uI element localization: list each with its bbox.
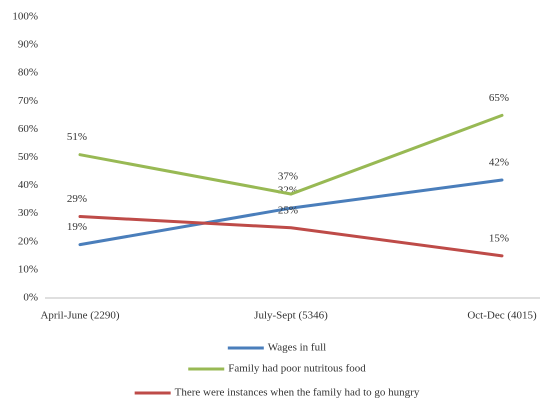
data-label: 51% <box>67 131 87 143</box>
y-tick-label: 20% <box>18 235 38 247</box>
data-label: 65% <box>489 92 509 104</box>
x-tick-label: Oct-Dec (4015) <box>467 310 537 322</box>
legend-label: There were instances when the family had… <box>175 387 420 399</box>
y-tick-label: 70% <box>18 95 38 107</box>
series-line <box>78 215 504 258</box>
y-tick-label: 80% <box>18 67 38 79</box>
data-label: 19% <box>67 221 87 233</box>
series-line <box>78 178 504 247</box>
y-tick-label: 30% <box>18 207 38 219</box>
y-tick-label: 10% <box>18 263 38 275</box>
series-line <box>78 113 504 196</box>
legend-label: Wages in full <box>268 342 326 354</box>
y-tick-label: 0% <box>23 292 38 304</box>
data-label: 15% <box>489 232 509 244</box>
legend-label: Family had poor nutritous food <box>228 363 366 375</box>
x-tick-label: July-Sept (5346) <box>254 310 328 322</box>
y-tick-label: 100% <box>12 11 38 23</box>
data-label: 29% <box>67 193 87 205</box>
y-tick-label: 90% <box>18 39 38 51</box>
y-tick-label: 60% <box>18 123 38 135</box>
data-label: 25% <box>278 204 298 216</box>
y-tick-label: 40% <box>18 179 38 191</box>
data-label: 37% <box>278 171 298 183</box>
data-label: 42% <box>489 157 509 169</box>
y-tick-label: 50% <box>18 151 38 163</box>
x-tick-label: April-June (2290) <box>40 310 119 322</box>
